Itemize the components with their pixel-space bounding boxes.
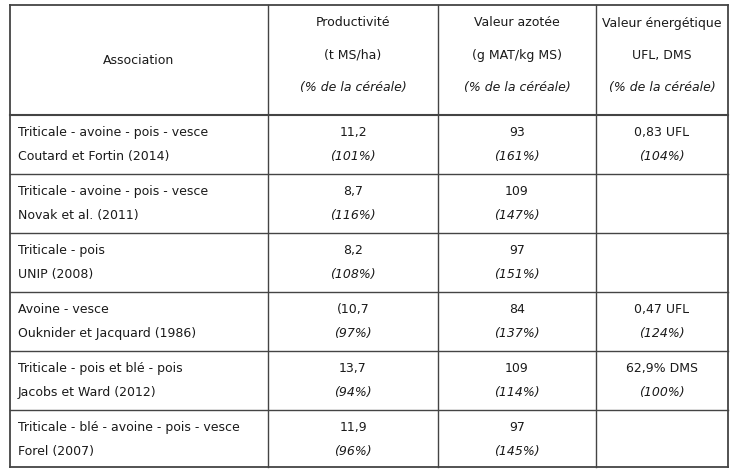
Text: Triticale - avoine - pois - vesce: Triticale - avoine - pois - vesce — [18, 126, 208, 139]
Text: (145%): (145%) — [494, 445, 539, 458]
Text: (96%): (96%) — [334, 445, 372, 458]
Text: 109: 109 — [505, 185, 529, 198]
Text: UNIP (2008): UNIP (2008) — [18, 268, 93, 281]
Text: (g MAT/kg MS): (g MAT/kg MS) — [472, 48, 562, 61]
Text: (101%): (101%) — [330, 150, 376, 163]
Text: Triticale - blé - avoine - pois - vesce: Triticale - blé - avoine - pois - vesce — [18, 421, 240, 434]
Text: (114%): (114%) — [494, 386, 539, 399]
Text: Ouknider et Jacquard (1986): Ouknider et Jacquard (1986) — [18, 327, 196, 340]
Text: Triticale - pois et blé - pois: Triticale - pois et blé - pois — [18, 362, 183, 375]
Text: Jacobs et Ward (2012): Jacobs et Ward (2012) — [18, 386, 156, 399]
Text: 11,2: 11,2 — [339, 126, 367, 139]
Text: (116%): (116%) — [330, 209, 376, 222]
Text: Triticale - avoine - pois - vesce: Triticale - avoine - pois - vesce — [18, 185, 208, 198]
Text: Association: Association — [103, 54, 175, 67]
Text: (% de la céréale): (% de la céréale) — [608, 80, 716, 94]
Text: Valeur énergétique: Valeur énergétique — [603, 17, 722, 29]
Text: (108%): (108%) — [330, 268, 376, 281]
Text: (% de la céréale): (% de la céréale) — [464, 80, 570, 94]
Text: (t MS/ha): (t MS/ha) — [324, 48, 382, 61]
Text: 8,2: 8,2 — [343, 244, 363, 257]
Text: Avoine - vesce: Avoine - vesce — [18, 303, 109, 316]
Text: Novak et al. (2011): Novak et al. (2011) — [18, 209, 139, 222]
Text: (100%): (100%) — [639, 386, 685, 399]
Text: (104%): (104%) — [639, 150, 685, 163]
Text: 97: 97 — [509, 421, 525, 434]
Text: 84: 84 — [509, 303, 525, 316]
Text: Valeur azotée: Valeur azotée — [474, 17, 560, 29]
Text: Productivité: Productivité — [316, 17, 390, 29]
Text: Triticale - pois: Triticale - pois — [18, 244, 105, 257]
Text: (% de la céréale): (% de la céréale) — [299, 80, 407, 94]
Text: (137%): (137%) — [494, 327, 539, 340]
Text: 97: 97 — [509, 244, 525, 257]
Text: (94%): (94%) — [334, 386, 372, 399]
Text: (97%): (97%) — [334, 327, 372, 340]
Text: 62,9% DMS: 62,9% DMS — [626, 362, 698, 375]
Text: (151%): (151%) — [494, 268, 539, 281]
Text: 8,7: 8,7 — [343, 185, 363, 198]
Text: UFL, DMS: UFL, DMS — [632, 48, 692, 61]
Text: (161%): (161%) — [494, 150, 539, 163]
Text: 93: 93 — [509, 126, 525, 139]
Text: Coutard et Fortin (2014): Coutard et Fortin (2014) — [18, 150, 170, 163]
Text: (124%): (124%) — [639, 327, 685, 340]
Text: 0,47 UFL: 0,47 UFL — [634, 303, 689, 316]
Text: (10,7: (10,7 — [337, 303, 369, 316]
Text: 11,9: 11,9 — [339, 421, 367, 434]
Text: (147%): (147%) — [494, 209, 539, 222]
Text: Forel (2007): Forel (2007) — [18, 445, 94, 458]
Text: 0,83 UFL: 0,83 UFL — [634, 126, 689, 139]
Text: 109: 109 — [505, 362, 529, 375]
Text: 13,7: 13,7 — [339, 362, 367, 375]
